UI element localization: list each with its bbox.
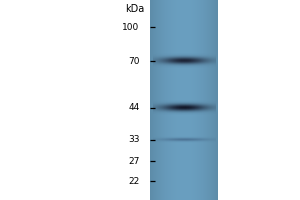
Text: 27: 27 <box>128 156 140 166</box>
Text: 22: 22 <box>128 176 140 186</box>
Text: kDa: kDa <box>125 4 144 14</box>
Text: 44: 44 <box>128 104 140 112</box>
Text: 100: 100 <box>122 22 140 31</box>
Text: 33: 33 <box>128 136 140 144</box>
Text: 70: 70 <box>128 56 140 66</box>
